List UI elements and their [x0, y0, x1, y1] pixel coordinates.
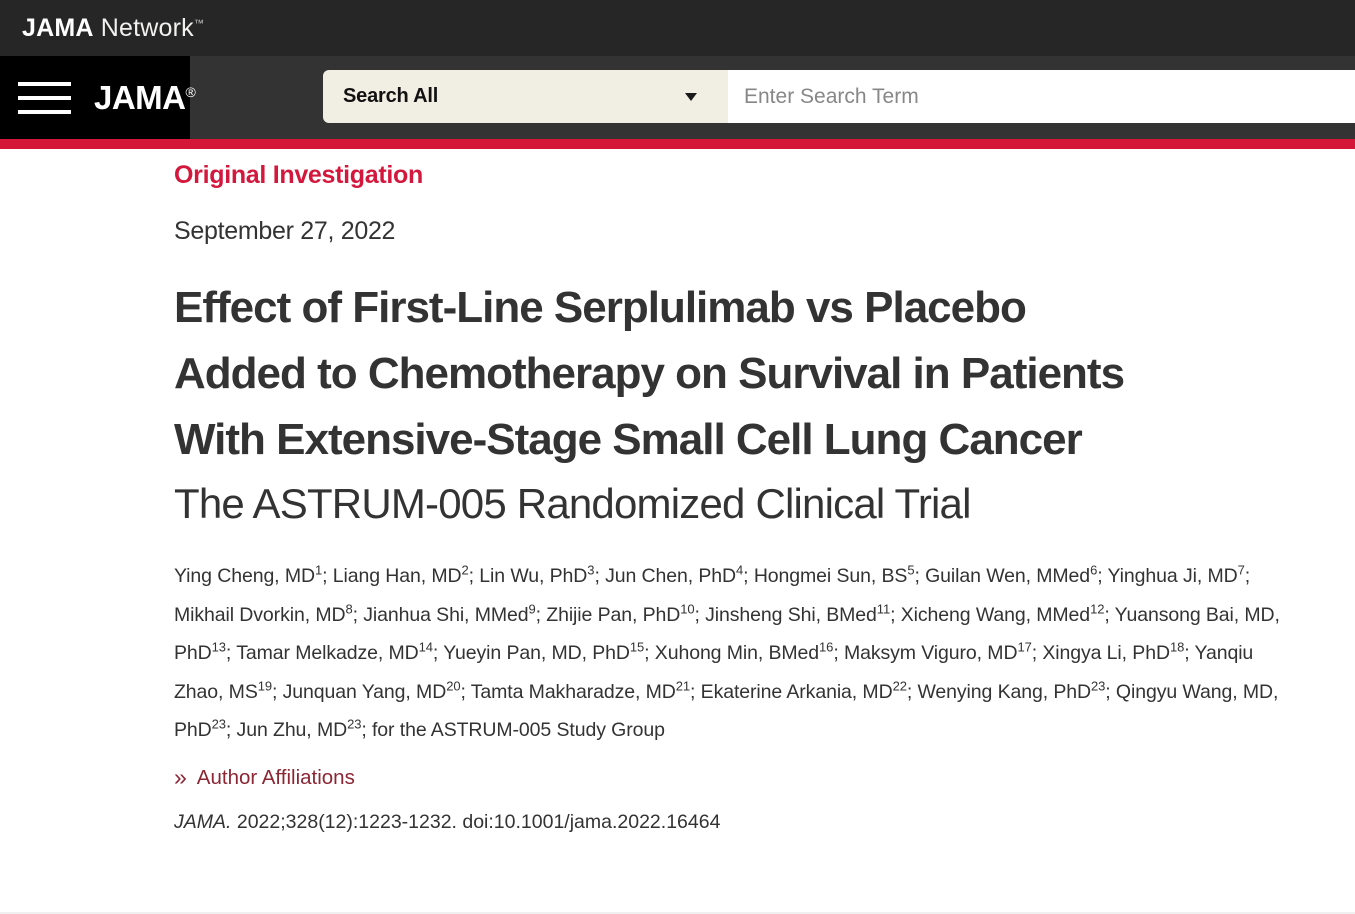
- author-affiliation-number: 5: [907, 562, 915, 578]
- menu-icon[interactable]: [18, 81, 71, 114]
- author-name: Jianhua Shi, MMed: [363, 603, 529, 626]
- author-name: Zhijie Pan, PhD: [546, 603, 681, 626]
- author-affiliation-number: 2: [461, 562, 469, 578]
- author-name: Yuansong Bai, MD, PhD: [174, 603, 1280, 665]
- author-affiliation-number: 14: [418, 639, 433, 655]
- author-name: Guilan Wen, MMed: [925, 565, 1091, 587]
- author-name: Yueyin Pan, MD, PhD: [443, 642, 630, 664]
- author-affiliation-number: 23: [211, 716, 226, 732]
- chevron-down-icon: [685, 92, 697, 101]
- author-name: Jun Zhu, MD: [236, 719, 348, 741]
- article-header: Original Investigation September 27, 202…: [0, 149, 1355, 836]
- author-name: Liang Han, MD: [332, 565, 462, 587]
- author-affiliations-link[interactable]: » Author Affiliations: [174, 764, 355, 791]
- publish-date: September 27, 2022: [174, 217, 396, 245]
- article-category-link[interactable]: Original Investigation: [174, 161, 423, 189]
- author-group-suffix: for the ASTRUM-005 Study Group: [371, 719, 665, 741]
- author-name: Maksym Viguro, MD: [843, 642, 1018, 664]
- author-name: Jun Chen, PhD: [605, 565, 737, 587]
- jama-network-logo[interactable]: JAMA Network™: [22, 14, 204, 43]
- search-scope-value: Search All: [343, 85, 439, 107]
- author-affiliation-number: 23: [1091, 678, 1106, 693]
- article-title: Effect of First-Line Serplulimab vs Plac…: [174, 275, 1283, 473]
- citation: JAMA. 2022;328(12):1223-1232. doi:10.100…: [174, 809, 1283, 836]
- brand-jama-text: JAMA: [22, 13, 94, 42]
- menu-bar: [18, 95, 71, 100]
- author-affiliation-number: 20: [446, 678, 461, 693]
- author-name: Junquan Yang, MD: [282, 680, 447, 703]
- jama-network-topbar: JAMA Network™: [0, 0, 1355, 56]
- author-affiliation-number: 21: [675, 678, 691, 693]
- author-name: Jinsheng Shi, BMed: [705, 603, 877, 626]
- search-scope-dropdown[interactable]: Search All: [323, 70, 728, 123]
- author-list: Ying Cheng, MD1; Liang Han, MD2; Lin Wu,…: [174, 562, 1280, 742]
- author-name: Tamar Melkadze, MD: [236, 642, 419, 664]
- author-affiliation-number: 4: [736, 562, 744, 578]
- menu-bar: [18, 81, 71, 86]
- accent-bar: [0, 139, 1355, 149]
- citation-details: 2022;328(12):1223-1232. doi:10.1001/jama…: [231, 810, 721, 833]
- author-name: Xicheng Wang, MMed: [900, 603, 1091, 626]
- author-affiliation-number: 10: [680, 601, 695, 616]
- author-affiliation-number: 9: [528, 601, 536, 616]
- author-affiliation-number: 17: [1017, 639, 1032, 655]
- author-name: Yanqiu Zhao, MS: [174, 642, 1254, 703]
- author-affiliation-number: 18: [1169, 639, 1185, 655]
- jama-journal-home[interactable]: JAMA®: [0, 56, 196, 139]
- author-affiliation-number: 6: [1090, 562, 1098, 578]
- article-title-line: Effect of First-Line Serplulimab vs Plac…: [174, 283, 1027, 332]
- author-name: Xuhong Min, BMed: [654, 642, 820, 664]
- double-chevron-icon: »: [174, 763, 187, 790]
- bottom-divider: [0, 912, 1355, 914]
- search-input[interactable]: [728, 70, 1355, 123]
- journal-navbar: JAMA® Search All: [0, 56, 1355, 139]
- author-affiliation-number: 13: [211, 639, 226, 655]
- author-affiliation-number: 7: [1237, 562, 1245, 578]
- author-name: Wenying Kang, PhD: [917, 680, 1092, 703]
- trademark-symbol: ™: [193, 18, 205, 30]
- author-name: Ekaterine Arkania, MD: [700, 680, 893, 703]
- author-name: Xingya Li, PhD: [1042, 642, 1170, 664]
- author-affiliation-number: 3: [587, 562, 595, 578]
- author-name: Tamta Makharadze, MD: [470, 680, 676, 703]
- affiliations-label: Author Affiliations: [196, 765, 355, 789]
- author-name: Yinghua Ji, MD: [1107, 565, 1238, 587]
- author-affiliation-number: 22: [892, 678, 907, 693]
- author-affiliation-number: 8: [345, 601, 353, 616]
- author-affiliation-number: 12: [1090, 601, 1105, 616]
- menu-bar: [18, 109, 71, 114]
- author-name: Mikhail Dvorkin, MD: [174, 603, 346, 626]
- author-name: Hongmei Sun, BS: [753, 565, 908, 587]
- journal-title: JAMA®: [94, 78, 196, 117]
- author-affiliation-number: 16: [819, 639, 834, 655]
- article-title-line: Added to Chemotherapy on Survival in Pat…: [174, 349, 1125, 398]
- author-affiliation-number: 11: [876, 601, 891, 616]
- author-affiliation-number: 23: [347, 716, 362, 732]
- author-affiliation-number: 15: [629, 639, 645, 655]
- author-affiliation-number: 1: [314, 562, 323, 578]
- author-name: Qingyu Wang, MD, PhD: [174, 680, 1279, 742]
- article-title-line: With Extensive-Stage Small Cell Lung Can…: [174, 415, 1083, 464]
- brand-network-label: Network: [100, 13, 194, 42]
- article-subtitle: The ASTRUM-005 Randomized Clinical Trial: [174, 480, 971, 527]
- author-affiliation-number: 19: [257, 678, 272, 693]
- journal-title-text: JAMA: [94, 78, 186, 116]
- author-name: Ying Cheng, MD: [174, 565, 315, 587]
- registered-mark: ®: [185, 83, 196, 100]
- citation-journal: JAMA.: [174, 810, 232, 833]
- search-bar: Search All: [323, 70, 1355, 123]
- author-name: Lin Wu, PhD: [479, 565, 588, 587]
